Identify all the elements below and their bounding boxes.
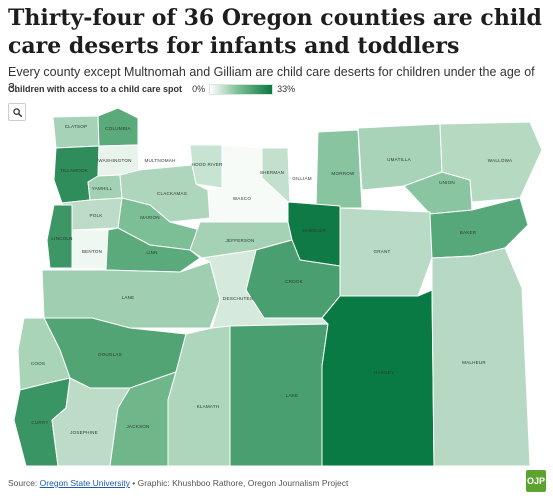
county-label-harney: HARNEY [374,370,394,375]
county-label-lane: LANE [122,295,135,300]
county-hood-river[interactable] [189,144,223,189]
county-label-linn: LINN [146,250,157,255]
search-icon [12,107,22,117]
county-lincoln[interactable] [46,204,73,269]
county-label-union: UNION [439,180,455,185]
county-label-klamath: KLAMATH [197,404,220,409]
legend-gradient-bar [209,83,274,95]
county-label-douglas: DOUGLAS [98,352,122,357]
county-label-lake: LAKE [286,393,299,398]
county-klamath[interactable] [167,325,231,467]
county-wallowa[interactable] [439,121,543,203]
county-label-columbia: COLUMBIA [105,126,131,131]
ojp-logo: OJP [526,470,546,492]
county-label-malheur: MALHEUR [462,360,486,365]
county-label-curry: CURRY [31,420,48,425]
county-columbia[interactable] [97,107,139,147]
county-label-jefferson: JEFFERSON [225,238,254,243]
county-label-josephine: JOSEPHINE [70,430,98,435]
county-label-marion: MARION [140,215,160,220]
county-label-lincoln: LINCOLN [51,236,72,241]
county-label-yamhill: YAMHILL [92,186,113,191]
county-label-sherman: SHERMAN [260,170,284,175]
color-legend: Children with access to a child care spo… [8,82,295,96]
county-morrow[interactable] [315,129,363,209]
county-label-benton: BENTON [82,249,102,254]
county-label-washington: WASHINGTON [98,158,131,163]
county-label-crook: CROOK [285,279,304,284]
map-zoom-button[interactable] [8,103,26,121]
legend-label: Children with access to a child care spo… [8,84,183,94]
county-label-hood-river: HOOD RIVER [191,162,223,167]
county-label-deschutes: DESCHUTES [223,296,253,301]
county-gilliam[interactable] [287,141,319,203]
county-label-jackson: JACKSON [126,424,149,429]
county-label-clatsop: CLATSOP [65,124,88,129]
source-link[interactable]: Oregon State University [39,478,130,488]
county-label-clackamas: CLACKAMAS [157,191,187,196]
county-label-baker: BAKER [460,230,477,235]
county-label-coos: COOS [31,361,45,366]
source-label: Source: [8,478,38,488]
county-label-grant: GRANT [373,249,390,254]
county-malheur[interactable] [431,247,531,467]
legend-min-label: 0% [192,84,206,94]
county-label-tillamook: TILLAMOOK [60,168,89,173]
oregon-map-svg: CLATSOP COLUMBIA TILLAMOOK WASHINGTON MU… [13,107,543,467]
county-clackamas[interactable] [119,164,211,223]
county-label-wheeler: WHEELER [302,228,327,233]
county-label-multnomah: MULTNOMAH [144,158,175,163]
county-label-wasco: WASCO [233,196,251,201]
county-clatsop[interactable] [52,115,100,149]
county-label-wallowa: WALLOWA [488,158,513,163]
county-label-morrow: MORROW [331,171,355,176]
legend-max-label: 33% [277,84,296,94]
county-label-polk: POLK [89,213,103,218]
county-label-gilliam: GILLIAM [292,176,312,181]
graphic-credit: • Graphic: Khushboo Rathore, Oregon Jour… [132,478,349,488]
oregon-county-map[interactable]: CLATSOP COLUMBIA TILLAMOOK WASHINGTON MU… [0,98,553,478]
page-subtitle: Every county except Multnomah and Gillia… [8,65,535,95]
page-title: Thirty-four of 36 Oregon counties are ch… [8,5,542,59]
county-harney[interactable] [321,289,435,467]
county-label-umatilla: UMATILLA [387,157,411,162]
footer-credits: Source: Oregon State University • Graphi… [8,478,348,488]
county-lake[interactable] [229,323,329,467]
